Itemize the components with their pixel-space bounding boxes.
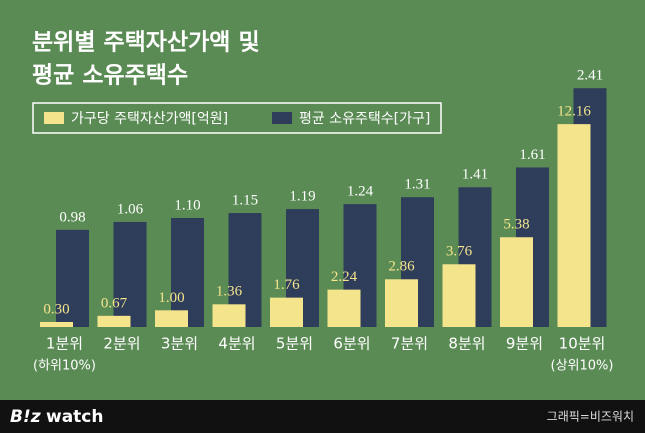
bar	[212, 304, 246, 327]
bar	[270, 297, 303, 327]
value-label: 1.06	[117, 201, 144, 217]
bar	[171, 218, 204, 327]
legend-swatch	[44, 112, 64, 124]
x-tick-label: 10분위	[559, 335, 606, 353]
value-label: 1.19	[289, 189, 315, 205]
value-label: 0.67	[101, 295, 128, 311]
x-tick-label: 6분위	[333, 335, 370, 353]
x-tick-label: 8분위	[448, 335, 485, 353]
value-label: 1.36	[216, 284, 243, 300]
x-tick-label: 5분위	[276, 335, 313, 353]
value-label: 1.15	[232, 192, 258, 208]
value-label: 5.38	[503, 217, 529, 233]
x-tick-label: 9분위	[506, 335, 543, 353]
value-label: 1.24	[347, 184, 374, 200]
value-label: 1.41	[462, 167, 488, 183]
bar	[327, 289, 361, 327]
value-label: 1.00	[158, 290, 184, 306]
bar	[40, 321, 73, 327]
x-tick-label: 7분위	[391, 335, 428, 353]
bar	[385, 279, 418, 327]
chart-title: 평균 소유주택수	[32, 63, 188, 89]
bar	[113, 221, 147, 327]
x-tick-note: (상위10%)	[551, 359, 614, 374]
value-label: 2.41	[577, 68, 603, 84]
legend-label: 가구당 주택자산가액[억원]	[71, 111, 228, 127]
value-label: 2.24	[331, 269, 358, 285]
value-label: 1.31	[404, 177, 430, 193]
value-label: 1.10	[174, 197, 200, 213]
x-tick-label: 4분위	[218, 335, 255, 353]
value-label: 2.86	[388, 259, 415, 275]
value-label: 1.61	[519, 147, 545, 163]
legend-swatch	[272, 112, 292, 124]
value-label: 3.76	[446, 244, 473, 260]
legend-label: 평균 소유주택수[가구]	[299, 111, 430, 127]
x-tick-note: (하위10%)	[33, 359, 96, 374]
value-label: 1.76	[273, 277, 300, 293]
footer	[0, 400, 645, 433]
bar	[97, 315, 131, 327]
credit: 그래픽=비즈워치	[547, 410, 634, 424]
value-label: 12.16	[557, 104, 591, 120]
bar	[442, 264, 476, 327]
chart-title: 분위별 주택자산가액 및	[32, 30, 260, 56]
brand-logo: B!z	[10, 407, 41, 427]
x-tick-label: 2분위	[103, 335, 140, 353]
bar	[500, 237, 533, 327]
value-label: 0.98	[59, 209, 85, 225]
brand-logo: watch	[46, 407, 103, 427]
value-label: 0.30	[43, 301, 69, 317]
bar	[56, 229, 89, 327]
x-tick-label: 3분위	[161, 335, 198, 353]
bar	[557, 124, 591, 328]
legend-box	[32, 102, 442, 134]
bar	[155, 310, 188, 327]
x-tick-label: 1분위	[46, 335, 83, 353]
